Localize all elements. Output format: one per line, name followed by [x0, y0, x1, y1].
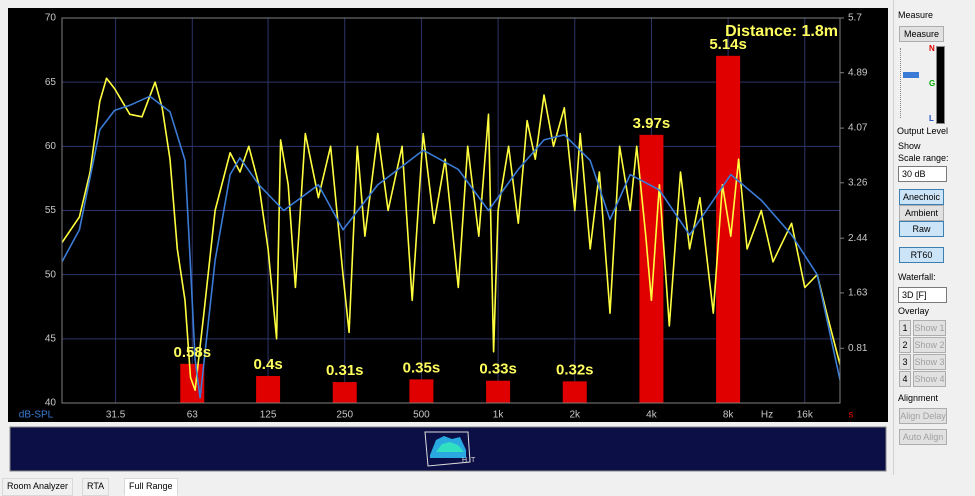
plot-area [62, 55, 840, 403]
tab-rta[interactable]: RTA [82, 478, 110, 496]
thumbnail-frame [424, 431, 471, 467]
bar-value-label: 0.58s [174, 344, 212, 361]
meter-label-l: L [929, 114, 934, 123]
x-tick-label: 125 [260, 410, 277, 421]
x-tick-label: 500 [413, 410, 430, 421]
x-tick-label: 1k [493, 410, 505, 421]
bar-value-label: 0.4s [253, 356, 282, 373]
anechoic-button[interactable]: Anechoic [899, 189, 944, 205]
overlay-group-label: Overlay [898, 306, 930, 316]
show-group-label: Show [898, 141, 921, 151]
bar-value-label: 0.32s [556, 361, 594, 378]
raw-button[interactable]: Raw [899, 221, 944, 237]
x-tick-label: 8k [723, 410, 735, 421]
overlay-show-button[interactable]: Show 4 [913, 371, 946, 387]
x-tick-label: 31.5 [106, 410, 126, 421]
y2-tick-label: 4.89 [848, 67, 868, 78]
y2-tick-label: 5.7 [848, 13, 862, 24]
y-tick-label: 40 [45, 398, 57, 409]
x-unit: Hz [761, 410, 773, 421]
x-tick-label: 250 [336, 410, 353, 421]
x-tick-label: 16k [797, 410, 814, 421]
overlay-show-button[interactable]: Show 2 [913, 337, 946, 353]
rt60-bar [562, 381, 587, 403]
rt60-bar [486, 380, 511, 403]
y-tick-label: 70 [45, 13, 57, 24]
rt60-bar [639, 134, 664, 403]
y2-tick-label: 1.63 [848, 288, 868, 299]
overlay-number: 4 [899, 371, 911, 387]
auto-align-button[interactable]: Auto Align [899, 429, 947, 445]
overlay-show-button[interactable]: Show 3 [913, 354, 946, 370]
labels: 40 45 50 55 60 65 70 0.81 1.63 2.44 3.26 4.07 4.89 5.… [45, 13, 868, 421]
rt60-bar [256, 375, 281, 403]
y-tick-label: 65 [45, 77, 57, 88]
bar-value-label: 3.97s [633, 115, 671, 132]
tab-room-analyzer[interactable]: Room Analyzer [2, 478, 74, 496]
x-tick-label: 63 [187, 410, 199, 421]
waterfall-select[interactable]: 3D [F] [898, 287, 947, 303]
plot-border [61, 17, 841, 404]
rt60-button[interactable]: RT60 [899, 247, 944, 263]
thumbnail-axis: H IT [462, 457, 476, 464]
rt60-bar [332, 382, 357, 403]
x-tick-label: 2k [569, 410, 581, 421]
side-panel: Measure Measure N G L Output Level Show … [893, 0, 975, 475]
y2-tick-label: 3.26 [848, 177, 868, 188]
y2-tick-label: 2.44 [848, 233, 868, 244]
overlay-number: 2 [899, 337, 911, 353]
level-meter [936, 46, 945, 124]
thumbnail-surface-peak [436, 442, 464, 452]
alignment-group-label: Alignment [898, 393, 939, 403]
waterfall-label: Waterfall: [898, 272, 936, 282]
rt60-bar [716, 55, 741, 403]
y-tick-label: 50 [45, 269, 57, 280]
bar-value-label: 5.14s [709, 36, 747, 53]
y2-tick-label: 0.81 [848, 343, 868, 354]
y-tick-label: 60 [45, 141, 57, 152]
waterfall-thumbnail: H IT [424, 431, 476, 467]
measure-group-label: Measure [898, 10, 934, 20]
slider-thumb[interactable] [903, 72, 919, 78]
meter-label-g: G [929, 79, 936, 88]
x-tick-label: 4k [646, 410, 658, 421]
tab-full-range[interactable]: Full Range [124, 478, 178, 496]
bar-value-label: 0.35s [403, 359, 441, 376]
response-line [62, 95, 840, 399]
chart: 40 45 50 55 60 65 70 0.81 1.63 2.44 3.26 4.07 4.89 5.… [8, 8, 888, 472]
meter-label-n: N [929, 44, 935, 53]
annotation: Distance: 1.8m [725, 23, 838, 40]
scale-range-select[interactable]: 30 dB [898, 166, 947, 182]
output-level-label: Output Level [897, 126, 949, 136]
y2-unit: s [849, 410, 854, 421]
measure-button[interactable]: Measure [899, 26, 944, 42]
y-axis-label: dB-SPL [19, 410, 54, 421]
overlay-number: 1 [899, 320, 911, 336]
y2-tick-label: 4.07 [848, 123, 868, 134]
level-slider[interactable] [900, 48, 923, 118]
bar-value-label: 0.33s [479, 361, 517, 378]
scale-range-label: Scale range: [898, 153, 949, 163]
align-delay-button[interactable]: Align Delay [899, 408, 947, 424]
y-tick-label: 45 [45, 333, 57, 344]
bar-value-label: 0.31s [326, 362, 364, 379]
overlay-show-button[interactable]: Show 1 [913, 320, 946, 336]
overlay-number: 3 [899, 354, 911, 370]
chart-background [8, 8, 888, 422]
ambient-button[interactable]: Ambient [899, 205, 944, 221]
response-line [62, 77, 840, 391]
rt60-bar [409, 379, 434, 403]
y-tick-label: 55 [45, 205, 57, 216]
